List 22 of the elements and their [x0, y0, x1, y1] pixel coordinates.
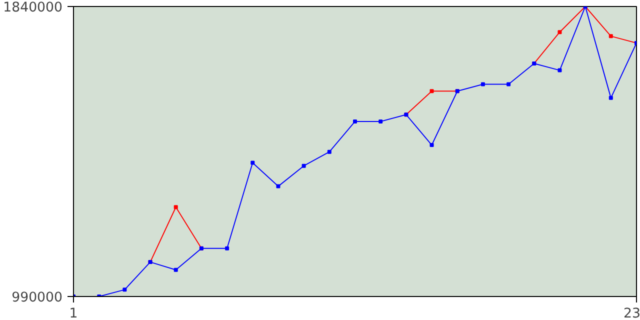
point: [608, 96, 613, 100]
point: [276, 184, 280, 188]
point: [353, 119, 357, 124]
point: [174, 205, 178, 210]
point: [122, 288, 127, 292]
point: [480, 82, 485, 86]
point: [174, 268, 178, 272]
y-tick-label: 1840000: [3, 0, 62, 16]
point: [302, 164, 306, 168]
point: [608, 34, 613, 38]
y-tick-label: 990000: [12, 290, 63, 306]
point: [327, 150, 332, 154]
point: [430, 143, 434, 148]
point: [430, 89, 434, 94]
point: [506, 82, 511, 86]
x-tick-label: 1: [69, 306, 78, 320]
point: [558, 30, 562, 34]
point: [558, 68, 562, 72]
point: [378, 119, 383, 124]
point: [225, 246, 230, 250]
x-tick-label: 23: [624, 306, 640, 320]
point: [250, 160, 255, 165]
